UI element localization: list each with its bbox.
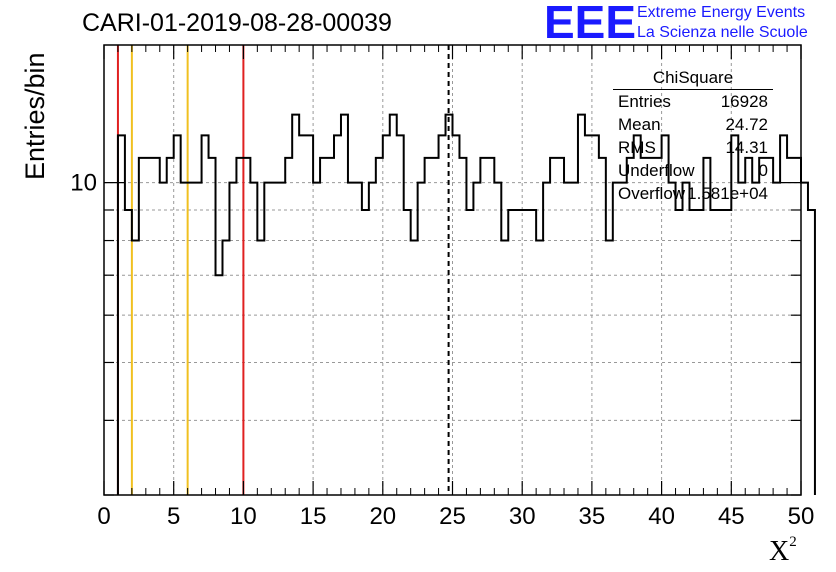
x-axis-label: X2: [769, 533, 797, 568]
x-axis-label-superscript: 2: [789, 533, 797, 550]
stats-row-underflow: Underflow 0: [610, 159, 776, 182]
logo-line-2: La Scienza nelle Scuole: [637, 24, 808, 41]
x-tick-label: 20: [369, 503, 396, 530]
x-tick-label: 25: [439, 503, 466, 530]
x-tick-label: 35: [579, 503, 606, 530]
stats-row-rms: RMS 14.31: [610, 136, 776, 159]
eee-logo: EEE: [544, 2, 636, 42]
x-axis-label-text: X: [769, 536, 790, 567]
stats-key: Overflow: [618, 184, 686, 203]
x-tick-label: 40: [648, 503, 675, 530]
stats-key: Underflow: [618, 161, 695, 180]
stats-value: 24.72: [725, 115, 768, 134]
histogram-line: [116, 113, 816, 495]
stats-value: 16928: [720, 92, 768, 111]
x-tick-labels: 0 5 10 15 20 25 30 35 40 45 50: [97, 503, 814, 530]
stats-value: 1.581e+04: [687, 184, 768, 203]
chart-title: CARI-01-2019-08-28-00039: [82, 9, 392, 37]
x-tick-label: 30: [509, 503, 536, 530]
y-tick-label: 10: [70, 170, 97, 197]
stats-key: Entries: [618, 92, 671, 111]
x-tick-label: 45: [718, 503, 745, 530]
x-tick-label: 5: [167, 503, 180, 530]
stats-title: ChiSquare: [613, 68, 773, 90]
stats-row-overflow: Overflow 1.581e+04: [610, 182, 776, 205]
x-tick-label: 0: [97, 503, 110, 530]
stats-key: Mean: [618, 115, 661, 134]
stats-value: 0: [758, 161, 768, 180]
x-tick-label: 50: [788, 503, 815, 530]
marker-lines: [116, 45, 450, 495]
stats-key: RMS: [618, 138, 656, 157]
axis-ticks: [103, 45, 802, 496]
stats-box: ChiSquare Entries 16928 Mean 24.72 RMS 14.3…: [610, 68, 776, 205]
logo-mark: EEE: [544, 2, 636, 42]
logo-line-1: Extreme Energy Events: [637, 4, 806, 21]
stats-row-entries: Entries 16928: [610, 90, 776, 113]
x-tick-label: 10: [230, 503, 257, 530]
stats-value: 14.31: [725, 138, 768, 157]
x-tick-label: 15: [300, 503, 327, 530]
y-tick-labels: 10: [70, 170, 97, 197]
stats-row-mean: Mean 24.72: [610, 113, 776, 136]
